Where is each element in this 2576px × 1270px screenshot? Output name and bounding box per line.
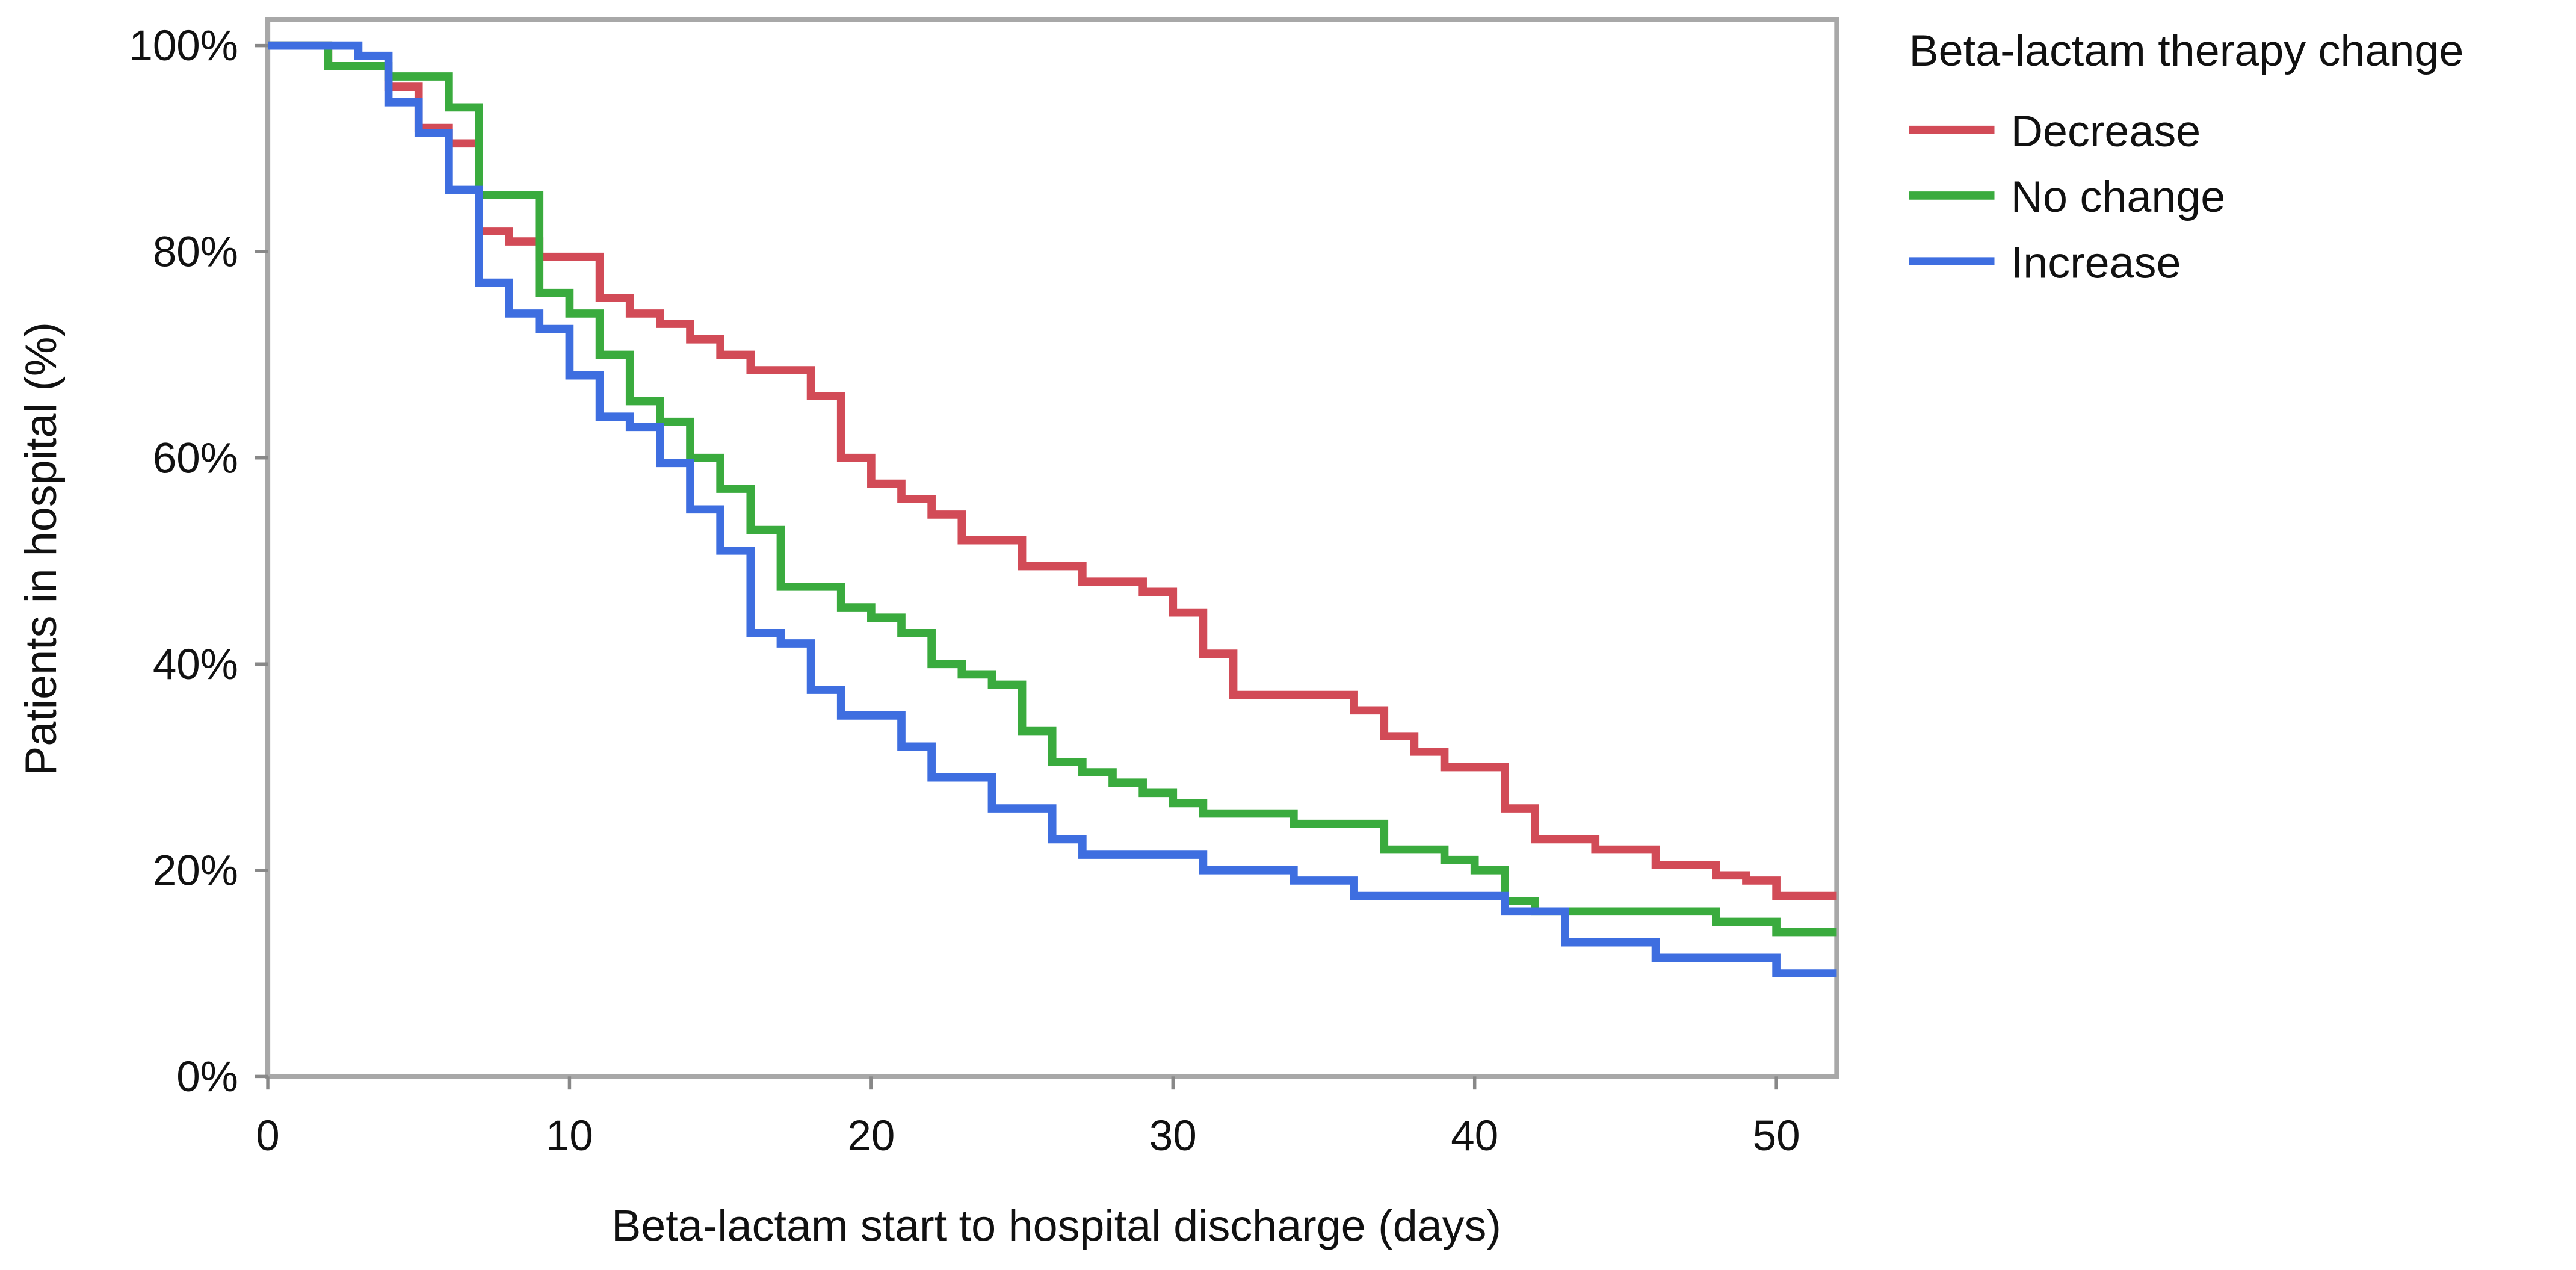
y-tick-label: 60% — [153, 435, 238, 482]
x-tick-label: 0 — [256, 1112, 279, 1160]
x-tick-label: 20 — [847, 1112, 895, 1160]
plot-frame — [265, 17, 1839, 1079]
y-tick-label: 80% — [153, 229, 238, 276]
x-tick-label: 30 — [1149, 1112, 1197, 1160]
y-tick-label: 40% — [153, 641, 238, 689]
km-curve — [268, 41, 1837, 977]
x-tick-label: 10 — [546, 1112, 593, 1160]
km-curve — [268, 41, 1837, 900]
y-tick-label: 20% — [153, 847, 238, 894]
legend-label: Decrease — [2011, 106, 2201, 156]
x-axis-label: Beta-lactam start to hospital discharge … — [611, 1200, 1501, 1250]
x-tick-label: 50 — [1753, 1112, 1800, 1160]
legend-label: Increase — [2011, 237, 2181, 287]
y-tick-label: 100% — [129, 22, 238, 70]
km-curve — [268, 41, 1837, 937]
y-tick-label: 0% — [176, 1053, 238, 1101]
legend-title: Beta-lactam therapy change — [1909, 25, 2464, 75]
y-axis-label: Patients in hospital (%) — [16, 322, 66, 776]
x-tick-label: 40 — [1451, 1112, 1498, 1160]
legend-label: No change — [2011, 172, 2226, 221]
